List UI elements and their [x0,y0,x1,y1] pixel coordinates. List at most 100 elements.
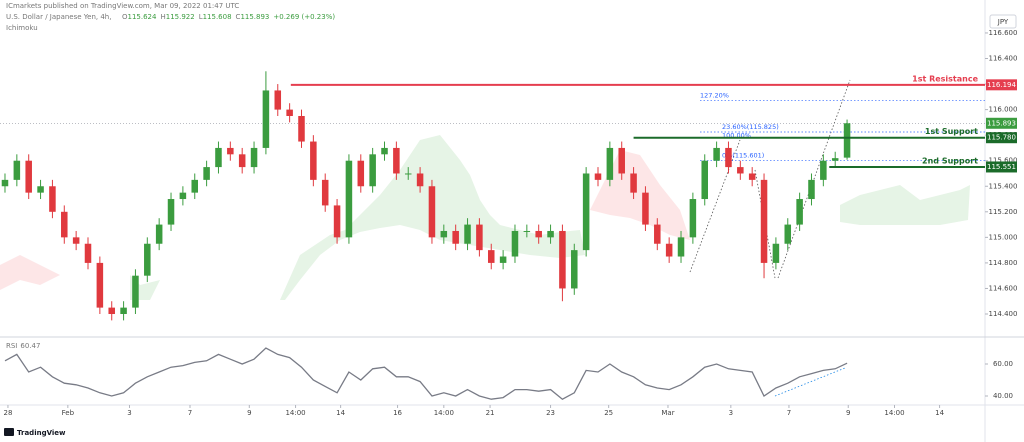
rsi-tick-label: 60.00 [993,360,1013,368]
x-tick-label: 14 [336,409,345,417]
ohlc-letter: C [236,13,241,21]
candle-body [61,211,68,238]
candle-body [535,230,542,238]
candle-body [13,160,21,180]
indicator: Ichimoku [6,24,38,32]
candle-body [144,243,151,276]
candle-body [333,205,341,238]
candle-body [440,230,448,238]
candle-body [428,186,436,238]
candle-body [642,192,649,225]
candle-body [250,147,258,168]
candle-body [262,90,270,148]
candle-body [369,154,376,187]
candle-body [476,224,483,251]
candle-body [713,147,720,161]
candle-body [404,173,412,175]
candle-body [132,275,139,308]
y-tick-label: 116.600 [989,29,1018,37]
x-tick-label: 3 [729,409,733,417]
brand-logo [4,428,14,436]
candle-body [108,307,115,315]
y-tick-label: 116.000 [989,106,1018,114]
x-tick-label: 9 [247,409,251,417]
candle-body [808,179,815,200]
candle-body [416,173,424,187]
candle-body [571,250,578,289]
candle-body [286,109,293,116]
candle-body [689,199,697,238]
y-tick-label: 116.400 [989,55,1018,63]
candle-body [155,224,163,244]
symbol: U.S. Dollar / Japanese Yen, 4h, [6,13,111,21]
y-tick-label: 115.200 [989,208,1018,216]
ohlc-value: 115.608 [203,13,232,21]
fib-label: 100.00% [722,132,751,140]
x-tick-label: 14:00 [285,409,305,417]
x-tick-label: 3 [127,409,131,417]
candle-body [72,237,80,244]
candle-body [464,224,471,244]
candle-body [499,256,507,263]
rsi-line [4,347,848,400]
ohlc-value: 115.922 [166,13,195,21]
change: +0.269 (+0.23%) [273,13,335,21]
candle-body [274,90,282,110]
trend-line [689,79,851,279]
x-tick-label: 25 [604,409,613,417]
candle-body [203,167,210,180]
candle-body [594,173,602,180]
rsi-last-value: 60.47 [20,342,40,350]
candle-body [511,230,519,257]
y-tick-label: 115.600 [989,157,1018,165]
candle-body [701,160,709,200]
cloud-bearish [0,255,60,290]
candle-body [381,147,388,155]
level-name: 1st Resistance [912,74,978,83]
candle-body [238,154,246,168]
level-price: 116.194 [987,81,1016,89]
level-price: 115.551 [987,163,1016,171]
candle-body [559,230,566,289]
fib-label: 127.20% [700,92,729,100]
candle-body [654,224,661,244]
currency: JPY [997,18,1009,26]
ohlc-value: 115.624 [128,13,157,21]
candle-body [606,147,614,180]
y-tick-label: 114.600 [989,284,1018,292]
last-price-box [986,117,1017,129]
brand: TradingView [17,429,66,437]
candle-body [582,173,590,251]
candle-body [298,115,305,142]
candle-body [630,173,637,193]
rsi-label: RSI [6,342,17,350]
candle-body [784,224,792,244]
fib-label: 0%(115.601) [722,152,764,160]
candle-body [452,230,459,244]
cloud-bearish [590,150,690,240]
candle-body [748,173,756,180]
level-price-box [986,79,1017,91]
y-tick-label: 115.400 [989,182,1018,190]
x-tick-label: 16 [393,409,402,417]
candle-body [393,147,400,174]
ohlc-letter: H [160,13,165,21]
x-tick-label: 14 [935,409,944,417]
candle-body [37,186,44,193]
publisher: ICmarkets published on TradingView.com, … [6,2,239,10]
candle-body [725,147,732,168]
x-tick-label: 21 [486,409,495,417]
y-tick-label: 114.800 [989,259,1018,267]
candle-body [843,123,851,158]
candle-body [215,147,222,168]
candle-body [665,243,673,257]
candle-body [191,179,199,193]
candle-body [310,141,317,180]
candle-body [321,179,329,206]
candle-body [796,199,803,225]
ohlc-value: 115.893 [240,13,269,21]
ohlc-letter: O [122,13,128,21]
fib-label: 23.60%(115.825) [722,123,779,131]
